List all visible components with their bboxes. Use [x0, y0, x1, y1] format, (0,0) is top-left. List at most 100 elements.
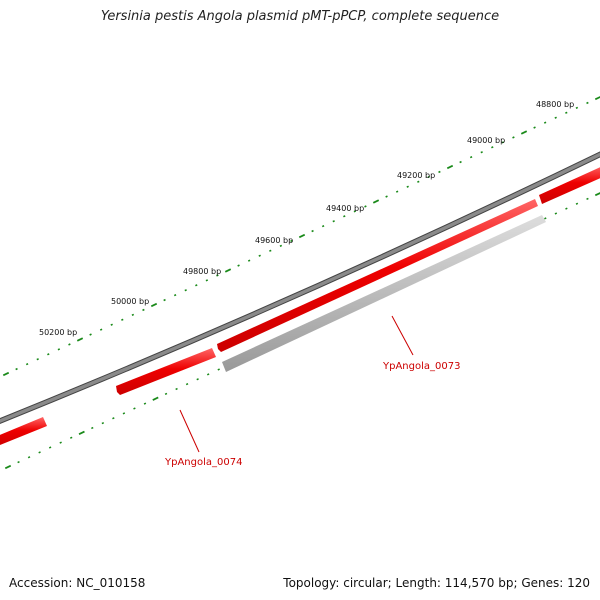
minor-tick [575, 106, 579, 110]
minor-tick [133, 407, 136, 410]
minor-tick [25, 362, 29, 366]
major-tick [2, 371, 10, 377]
gene-label-ypangola-0073[interactable]: YpAngola_0073 [382, 361, 460, 372]
minor-tick [544, 217, 547, 220]
minor-tick [459, 160, 462, 164]
scale-label: 50000 bp [111, 297, 149, 306]
minor-tick [91, 426, 94, 430]
minor-tick [321, 224, 325, 228]
scale-label: 50200 bp [39, 328, 77, 337]
minor-tick [175, 387, 178, 391]
minor-tick [406, 185, 409, 188]
minor-tick [311, 229, 314, 233]
gene-leader-line [391, 315, 414, 356]
major-tick [372, 199, 380, 204]
minor-tick [17, 460, 20, 464]
minor-tick [195, 284, 198, 287]
minor-tick [438, 170, 441, 174]
major-tick [520, 130, 528, 135]
major-tick [298, 233, 306, 239]
minor-tick [99, 328, 103, 331]
scale-label: 49600 bp [255, 236, 293, 245]
minor-tick [164, 392, 168, 396]
minor-tick [353, 210, 357, 213]
minor-tick [121, 318, 124, 321]
minor-tick [205, 279, 209, 282]
minor-tick [68, 343, 71, 346]
minor-tick [112, 417, 115, 420]
minor-tick [217, 368, 220, 371]
major-tick [446, 164, 454, 170]
gene-block [217, 199, 538, 352]
minor-tick [47, 353, 50, 356]
minor-tick [196, 378, 199, 381]
minor-tick [38, 451, 41, 454]
minor-tick [417, 180, 420, 183]
gene-label-ypangola-0074[interactable]: YpAngola_0074 [164, 457, 242, 468]
minor-tick [427, 175, 431, 179]
minor-tick [143, 402, 147, 405]
minor-tick [247, 259, 251, 262]
minor-tick [59, 441, 62, 444]
sequence-summary: Topology: circular; Length: 114,570 bp; … [283, 576, 590, 590]
scale-label: 49400 bp [326, 204, 364, 213]
minor-tick [565, 111, 568, 114]
minor-tick [543, 121, 547, 124]
minor-tick [586, 101, 589, 105]
minor-tick [491, 146, 494, 149]
minor-tick [586, 197, 589, 201]
gene-block-left-edge [0, 417, 47, 445]
major-tick [224, 268, 232, 273]
minor-tick [501, 141, 505, 144]
scale-label: 48800 bp [536, 100, 574, 109]
minor-tick [163, 298, 166, 302]
minor-tick [173, 293, 177, 297]
minor-tick [512, 136, 515, 139]
minor-tick [57, 348, 61, 351]
gene-block-reverse [222, 215, 546, 372]
minor-tick [279, 244, 283, 248]
minor-tick [110, 323, 113, 326]
minor-tick [258, 254, 261, 257]
minor-tick [27, 456, 31, 459]
minor-tick [206, 373, 210, 376]
minor-tick [269, 249, 272, 252]
accession-text: Accession: NC_010158 [9, 576, 146, 590]
minor-tick [554, 116, 557, 119]
scale-label: 49200 bp [397, 171, 435, 180]
major-tick [76, 337, 84, 342]
minor-tick [15, 367, 18, 371]
outer-tick-row [2, 96, 600, 377]
minor-tick [142, 308, 145, 312]
minor-tick [185, 382, 189, 386]
map-title: Yersinia pestis Angola plasmid pMT-pPCP,… [100, 9, 500, 24]
minor-tick [332, 220, 335, 223]
minor-tick [36, 358, 39, 361]
major-tick [4, 464, 12, 470]
minor-tick [48, 446, 52, 449]
minor-tick [131, 313, 135, 317]
major-tick [594, 96, 600, 101]
minor-tick [343, 215, 346, 218]
minor-tick [575, 202, 579, 205]
minor-tick [89, 333, 92, 336]
major-tick [152, 396, 159, 401]
minor-tick [290, 239, 293, 243]
minor-tick [101, 421, 105, 425]
major-tick [78, 430, 85, 435]
gene-block-right-edge [539, 167, 600, 204]
gene-block [116, 348, 216, 395]
major-tick [150, 302, 158, 308]
minor-tick [122, 412, 126, 415]
minor-tick [237, 264, 240, 267]
minor-tick [216, 274, 219, 277]
scale-label: 49000 bp [467, 136, 505, 145]
minor-tick [480, 151, 483, 154]
minor-tick [385, 195, 388, 198]
minor-tick [395, 190, 399, 193]
scale-label: 49800 bp [183, 267, 221, 276]
minor-tick [184, 289, 187, 292]
gene-leader-line [179, 409, 200, 453]
minor-tick [469, 155, 473, 159]
minor-tick [533, 126, 536, 129]
